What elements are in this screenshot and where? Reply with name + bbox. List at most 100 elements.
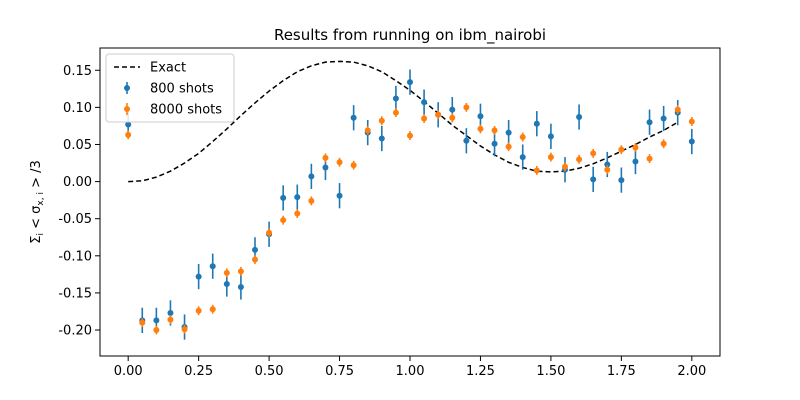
point-800-shots bbox=[308, 173, 315, 180]
point-8000-shots bbox=[547, 154, 554, 161]
y-tick-label: -0.10 bbox=[58, 249, 92, 264]
y-axis-label: Σi < σx, i > /3 bbox=[29, 160, 46, 244]
point-8000-shots bbox=[322, 154, 329, 161]
point-800-shots bbox=[576, 114, 583, 121]
legend-label: 8000 shots bbox=[150, 103, 222, 118]
point-8000-shots bbox=[590, 150, 597, 157]
point-8000-shots bbox=[632, 144, 639, 151]
point-800-shots bbox=[547, 133, 554, 140]
point-8000-shots bbox=[477, 125, 484, 132]
legend-marker-8000-shots bbox=[124, 106, 130, 112]
point-800-shots bbox=[195, 273, 202, 280]
point-8000-shots bbox=[463, 104, 470, 111]
legend-label: 800 shots bbox=[150, 82, 214, 97]
point-800-shots bbox=[604, 161, 611, 168]
point-800-shots bbox=[407, 79, 413, 86]
point-8000-shots bbox=[491, 127, 498, 134]
point-8000-shots bbox=[209, 306, 216, 313]
point-8000-shots bbox=[294, 210, 301, 217]
point-800-shots bbox=[533, 120, 540, 127]
legend: Exact 800 shots 8000 shots bbox=[105, 53, 235, 123]
point-800-shots bbox=[505, 129, 512, 136]
point-8000-shots bbox=[378, 117, 385, 124]
point-8000-shots bbox=[604, 166, 611, 173]
point-800-shots bbox=[280, 194, 287, 201]
point-8000-shots bbox=[660, 140, 667, 147]
y-tick-label: -0.20 bbox=[58, 324, 92, 339]
point-800-shots bbox=[463, 137, 470, 144]
point-8000-shots bbox=[181, 326, 188, 333]
y-tick-label: 0.10 bbox=[63, 101, 92, 116]
x-tick-label: 1.00 bbox=[396, 364, 425, 379]
point-8000-shots bbox=[618, 146, 625, 153]
y-tick-label: 0.05 bbox=[63, 138, 92, 153]
point-8000-shots bbox=[392, 109, 399, 116]
point-8000-shots bbox=[195, 307, 202, 314]
y-tick-label: 0.00 bbox=[63, 175, 92, 190]
exact-line bbox=[128, 60, 679, 183]
point-800-shots bbox=[378, 135, 385, 142]
point-800-shots bbox=[449, 106, 456, 113]
point-8000-shots bbox=[364, 127, 371, 134]
legend-marker-800-shots bbox=[124, 85, 130, 91]
point-8000-shots bbox=[153, 327, 160, 334]
legend-label: Exact bbox=[150, 61, 186, 76]
point-800-shots bbox=[646, 119, 653, 126]
x-tick-label: 0.50 bbox=[255, 364, 284, 379]
x-tick-label: 1.50 bbox=[536, 364, 565, 379]
point-8000-shots bbox=[223, 269, 230, 276]
point-800-shots bbox=[688, 138, 695, 145]
point-800-shots bbox=[491, 140, 498, 147]
point-800-shots bbox=[322, 164, 329, 171]
plot-layer bbox=[125, 60, 695, 340]
point-800-shots bbox=[167, 309, 174, 316]
x-tick-label: 2.00 bbox=[677, 364, 706, 379]
point-8000-shots bbox=[435, 111, 442, 118]
point-8000-shots bbox=[519, 134, 526, 141]
point-800-shots bbox=[153, 317, 160, 324]
point-8000-shots bbox=[407, 132, 413, 139]
point-8000-shots bbox=[533, 167, 540, 174]
point-8000-shots bbox=[336, 159, 343, 166]
point-800-shots bbox=[392, 95, 399, 102]
point-8000-shots bbox=[562, 163, 568, 170]
point-8000-shots bbox=[139, 319, 146, 326]
x-tick-label: 1.25 bbox=[466, 364, 495, 379]
point-800-shots bbox=[590, 176, 597, 183]
point-800-shots bbox=[125, 121, 132, 128]
y-tick-label: 0.15 bbox=[63, 64, 92, 79]
point-800-shots bbox=[519, 154, 526, 161]
point-800-shots bbox=[336, 192, 343, 199]
axis-layer: 0.00 0.25 0.50 0.75 1.00 1.25 1.50 1.75 2.00 -0.2… bbox=[58, 64, 706, 379]
point-8000-shots bbox=[449, 114, 456, 121]
point-800-shots bbox=[223, 281, 230, 288]
point-800-shots bbox=[350, 114, 357, 121]
legend-box bbox=[105, 53, 235, 123]
point-8000-shots bbox=[237, 268, 244, 275]
point-8000-shots bbox=[350, 162, 357, 169]
point-800-shots bbox=[421, 99, 428, 106]
point-800-shots bbox=[632, 158, 639, 165]
point-8000-shots bbox=[421, 115, 428, 122]
point-8000-shots bbox=[576, 156, 583, 163]
point-8000-shots bbox=[308, 197, 315, 204]
point-8000-shots bbox=[674, 106, 681, 113]
point-8000-shots bbox=[280, 217, 287, 224]
point-800-shots bbox=[237, 283, 244, 290]
point-800-shots bbox=[294, 194, 301, 201]
point-8000-shots bbox=[266, 229, 273, 236]
point-8000-shots bbox=[688, 118, 695, 125]
x-tick-label: 0.00 bbox=[114, 364, 143, 379]
point-8000-shots bbox=[646, 155, 653, 162]
x-tick-label: 0.75 bbox=[325, 364, 354, 379]
point-800-shots bbox=[660, 115, 667, 122]
y-tick-label: -0.15 bbox=[58, 286, 92, 301]
point-800-shots bbox=[618, 177, 625, 184]
x-tick-label: 1.75 bbox=[607, 364, 636, 379]
point-800-shots bbox=[252, 246, 258, 253]
point-8000-shots bbox=[125, 131, 132, 138]
point-8000-shots bbox=[505, 143, 512, 150]
point-800-shots bbox=[477, 113, 484, 120]
point-8000-shots bbox=[167, 316, 174, 323]
